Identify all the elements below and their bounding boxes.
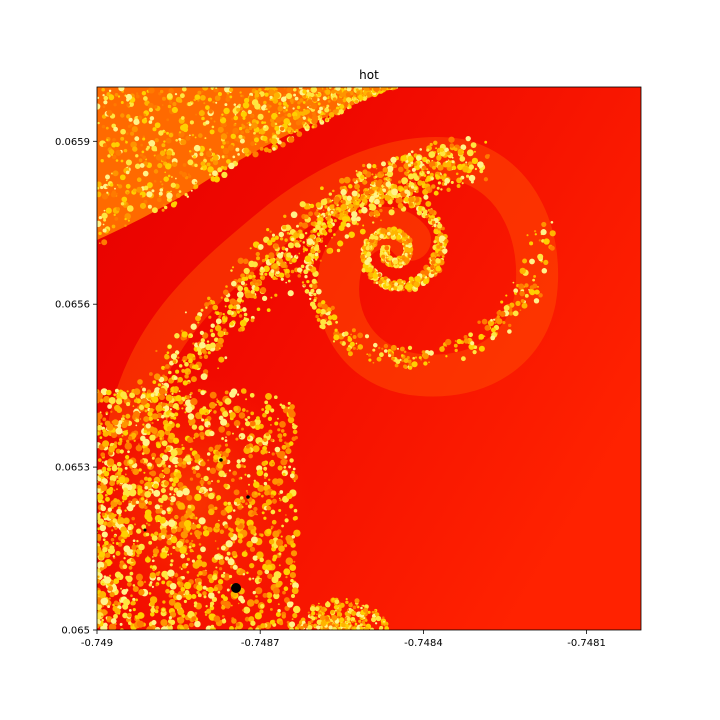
y-axis: 0.065 0.0653 0.0656 0.0659 [55,137,97,637]
chart-title: hot [359,68,379,82]
spiral-arm-glow [109,137,559,441]
x-axis: -0.749 -0.7487 -0.7484 -0.7481 [81,630,606,649]
upper-left-bulb-region [97,87,395,240]
y-tick-label: 0.0653 [55,463,90,474]
x-tick-label: -0.7487 [241,638,280,649]
fractal-filaments [97,87,556,630]
y-tick-label: 0.0656 [55,300,90,311]
x-tick-label: -0.749 [81,638,113,649]
heatmap-image [97,87,641,630]
y-tick-label: 0.0659 [55,137,90,148]
plot-frame [96,86,642,631]
lower-left-glow [97,370,310,630]
x-tick-label: -0.7481 [567,638,606,649]
x-tick-label: -0.7484 [404,638,443,649]
y-tick-label: 0.065 [61,626,90,637]
